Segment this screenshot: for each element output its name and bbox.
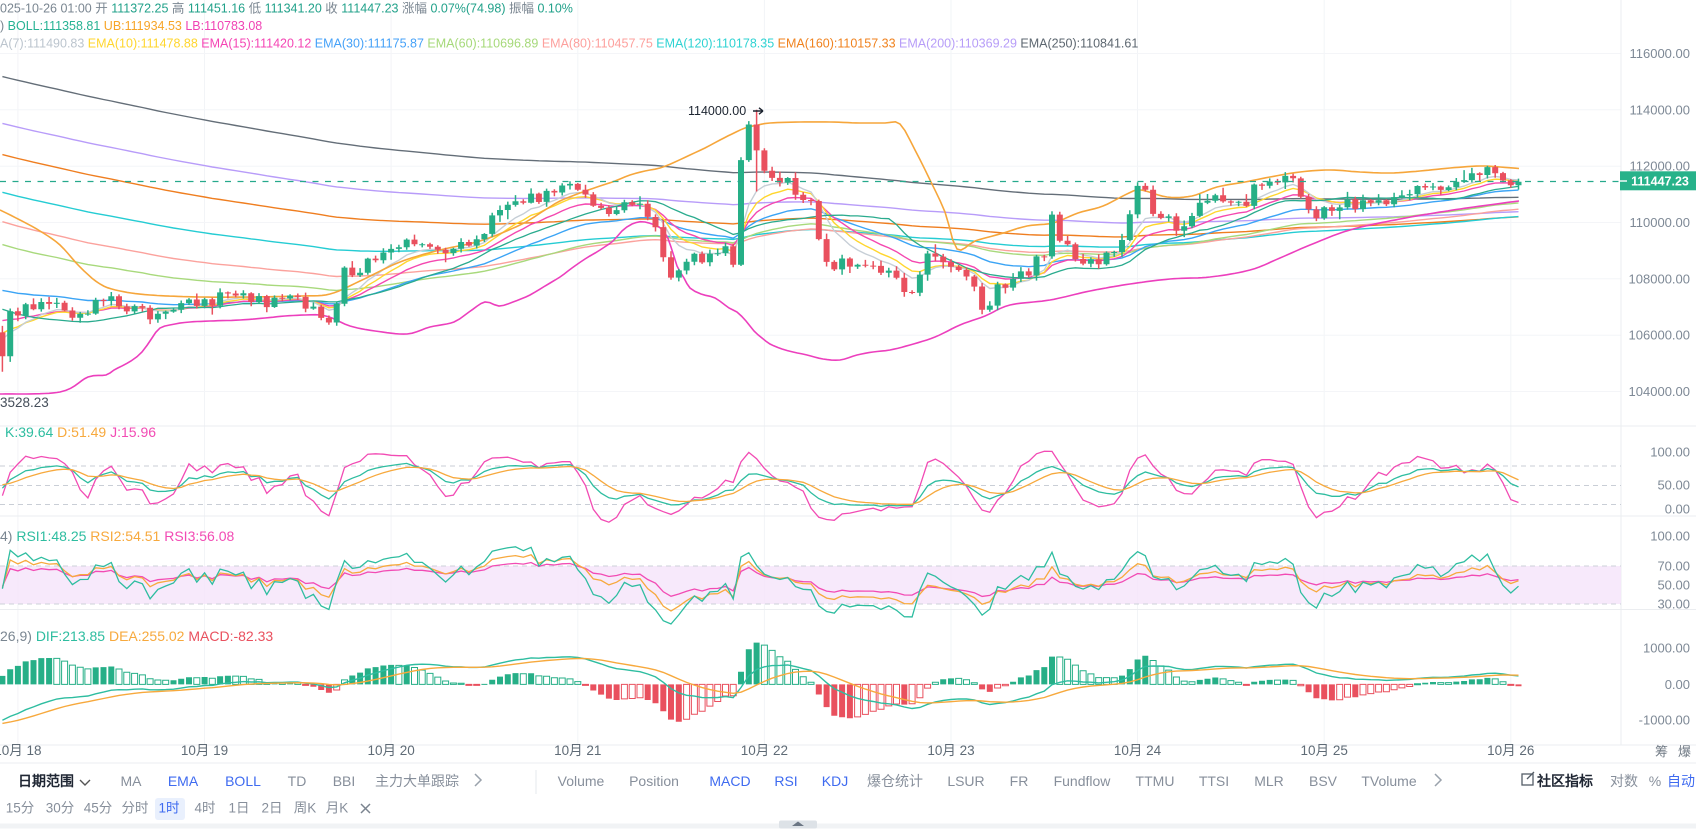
- svg-text:30分: 30分: [46, 801, 75, 816]
- svg-text:月K: 月K: [326, 801, 349, 816]
- svg-text:025-10-26 01:00 开 111372.25 高: 025-10-26 01:00 开 111372.25 高 111451.16 …: [0, 1, 573, 16]
- svg-text:爆仓统计: 爆仓统计: [867, 773, 923, 789]
- svg-text:10月 25: 10月 25: [1301, 743, 1348, 758]
- svg-text:50.00: 50.00: [1657, 578, 1690, 593]
- svg-text:KDJ: KDJ: [822, 773, 848, 789]
- svg-text:K:39.64 D:51.49 J:15.96: K:39.64 D:51.49 J:15.96: [5, 424, 156, 440]
- svg-text:10月 26: 10月 26: [1487, 743, 1534, 758]
- svg-text:10月 24: 10月 24: [1114, 743, 1162, 758]
- svg-text:RSI: RSI: [774, 773, 797, 789]
- svg-text:45分: 45分: [84, 801, 113, 816]
- svg-text:A(7):111490.83 EMA(10):111478: A(7):111490.83 EMA(10):111478.88 EMA(15)…: [0, 37, 1138, 51]
- svg-text:0.00: 0.00: [1665, 677, 1690, 692]
- svg-text:70.00: 70.00: [1657, 559, 1690, 574]
- svg-text:BBI: BBI: [333, 773, 356, 789]
- svg-text:104000.00: 104000.00: [1629, 384, 1690, 399]
- svg-text:10月 18: 10月 18: [0, 743, 42, 758]
- svg-text:TTMU: TTMU: [1136, 773, 1175, 789]
- svg-text:LSUR: LSUR: [947, 773, 984, 789]
- svg-text:TTSI: TTSI: [1199, 773, 1229, 789]
- svg-text:114000.00: 114000.00: [1630, 102, 1691, 117]
- svg-text:108000.00: 108000.00: [1629, 271, 1690, 286]
- svg-text:分时: 分时: [122, 801, 149, 816]
- svg-text:3528.23: 3528.23: [0, 395, 49, 410]
- svg-text:2日: 2日: [261, 801, 282, 816]
- svg-text:0.00: 0.00: [1665, 502, 1690, 517]
- svg-text:1时: 1时: [158, 801, 179, 816]
- svg-text:100.00: 100.00: [1650, 445, 1690, 460]
- svg-text:116000.00: 116000.00: [1630, 46, 1691, 61]
- svg-text:BOLL: BOLL: [225, 773, 261, 789]
- svg-text:自动: 自动: [1667, 773, 1695, 789]
- svg-text:TD: TD: [288, 773, 307, 789]
- svg-text:周K: 周K: [294, 801, 317, 816]
- svg-text:114000.00: 114000.00: [688, 104, 746, 118]
- svg-text:30.00: 30.00: [1657, 597, 1690, 612]
- svg-text:50.00: 50.00: [1657, 478, 1690, 493]
- svg-text:MACD: MACD: [709, 773, 750, 789]
- svg-text:%: %: [1649, 773, 1661, 789]
- svg-text:112000.00: 112000.00: [1630, 159, 1691, 174]
- svg-text:社区指标: 社区指标: [1536, 773, 1593, 789]
- svg-text:26,9) DIF:213.85 DEA:255.02: 26,9) DIF:213.85 DEA:255.02 MACD:-82.33: [0, 628, 273, 644]
- svg-text:BSV: BSV: [1309, 773, 1338, 789]
- svg-text:-1000.00: -1000.00: [1639, 713, 1690, 728]
- svg-text:10月 22: 10月 22: [741, 743, 788, 758]
- svg-text:4时: 4时: [194, 801, 215, 816]
- svg-text:TVolume: TVolume: [1361, 773, 1416, 789]
- svg-text:Position: Position: [629, 773, 679, 789]
- svg-text:10月 19: 10月 19: [181, 743, 228, 758]
- svg-text:筹: 筹: [1655, 744, 1668, 759]
- svg-text:111447.23: 111447.23: [1631, 175, 1689, 189]
- svg-text:Volume: Volume: [558, 773, 605, 789]
- svg-text:10月 23: 10月 23: [927, 743, 974, 758]
- svg-text:110000.00: 110000.00: [1630, 215, 1691, 230]
- svg-text:106000.00: 106000.00: [1629, 328, 1690, 343]
- svg-text:MA: MA: [121, 773, 143, 789]
- svg-text:10月 20: 10月 20: [367, 743, 414, 758]
- svg-text:4) RSI1:48.25 RSI2:54.51 RSI: 4) RSI1:48.25 RSI2:54.51 RSI3:56.08: [0, 528, 234, 544]
- svg-text:10月 21: 10月 21: [554, 743, 601, 758]
- svg-text:15分: 15分: [6, 801, 35, 816]
- svg-text:主力大单跟踪: 主力大单跟踪: [375, 773, 459, 789]
- svg-text:Fundflow: Fundflow: [1054, 773, 1112, 789]
- svg-text:对数: 对数: [1610, 773, 1638, 789]
- svg-text:1日: 1日: [228, 801, 249, 816]
- svg-text:日期范围: 日期范围: [18, 773, 74, 789]
- svg-text:1000.00: 1000.00: [1643, 641, 1690, 656]
- svg-text:MLR: MLR: [1254, 773, 1284, 789]
- svg-text:爆: 爆: [1678, 744, 1691, 759]
- svg-text:) BOLL:111358.81 UB:111934.53: ) BOLL:111358.81 UB:111934.53 LB:110783.…: [0, 19, 262, 33]
- svg-text:EMA: EMA: [168, 773, 199, 789]
- svg-text:FR: FR: [1010, 773, 1029, 789]
- svg-text:100.00: 100.00: [1650, 529, 1690, 544]
